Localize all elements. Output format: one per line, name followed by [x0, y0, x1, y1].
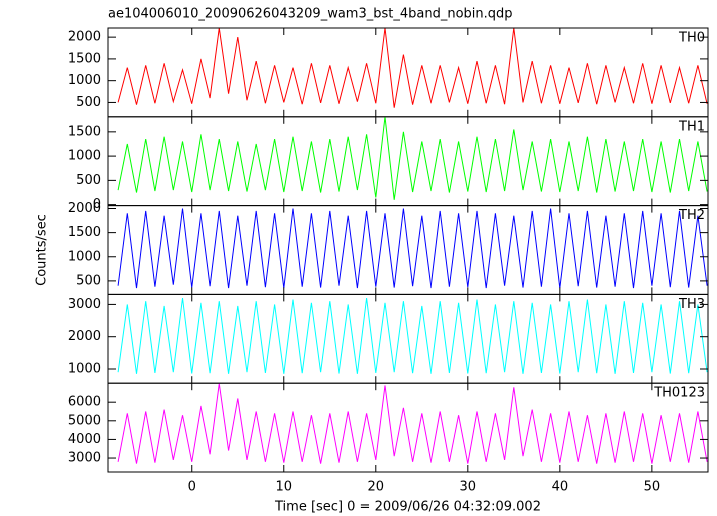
panel-frame: [107, 382, 709, 473]
y-tick-label: 500: [76, 273, 101, 288]
y-tick-label: 500: [76, 95, 101, 110]
y-tick-label: 1500: [68, 225, 101, 240]
y-tick-label: 4000: [68, 432, 101, 447]
y-tick-label: 1000: [68, 73, 101, 88]
y-tick-label: 1500: [68, 124, 101, 139]
y-tick-label: 2000: [68, 201, 101, 216]
y-tick-label: 2000: [68, 30, 101, 45]
series-line: [117, 297, 708, 374]
y-axis-label: Counts/sec: [35, 214, 50, 286]
legend-label: TH0: [678, 31, 705, 46]
x-tick-label: 50: [644, 480, 661, 495]
x-axis-label: Time [sec] 0 = 2009/06/26 04:32:09.002: [274, 500, 541, 515]
y-tick-label: 500: [76, 173, 101, 188]
series-line: [117, 383, 708, 464]
legend-label: TH0123: [653, 386, 705, 401]
legend-label: TH1: [678, 119, 705, 134]
chart-title: ae104006010_20090626043209_wam3_bst_4ban…: [108, 7, 513, 22]
legend-label: TH3: [678, 297, 705, 312]
series-line: [117, 116, 708, 200]
legend-label: TH2: [678, 208, 705, 223]
x-tick-label: 30: [460, 480, 477, 495]
y-tick-label: 1000: [68, 361, 101, 376]
x-tick-label: 0: [188, 480, 196, 495]
y-tick-label: 2000: [68, 329, 101, 344]
series-line: [117, 28, 708, 108]
y-tick-label: 1500: [68, 51, 101, 66]
y-tick-label: 3000: [68, 297, 101, 312]
y-tick-label: 6000: [68, 395, 101, 410]
x-tick-label: 20: [368, 480, 385, 495]
x-tick-label: 10: [275, 480, 292, 495]
y-tick-label: 3000: [68, 451, 101, 466]
y-tick-label: 1000: [68, 149, 101, 164]
y-tick-label: 0: [93, 197, 101, 212]
x-tick-label: 40: [552, 480, 569, 495]
y-tick-label: 5000: [68, 413, 101, 428]
y-tick-label: 1000: [68, 249, 101, 264]
series-line: [117, 208, 708, 289]
